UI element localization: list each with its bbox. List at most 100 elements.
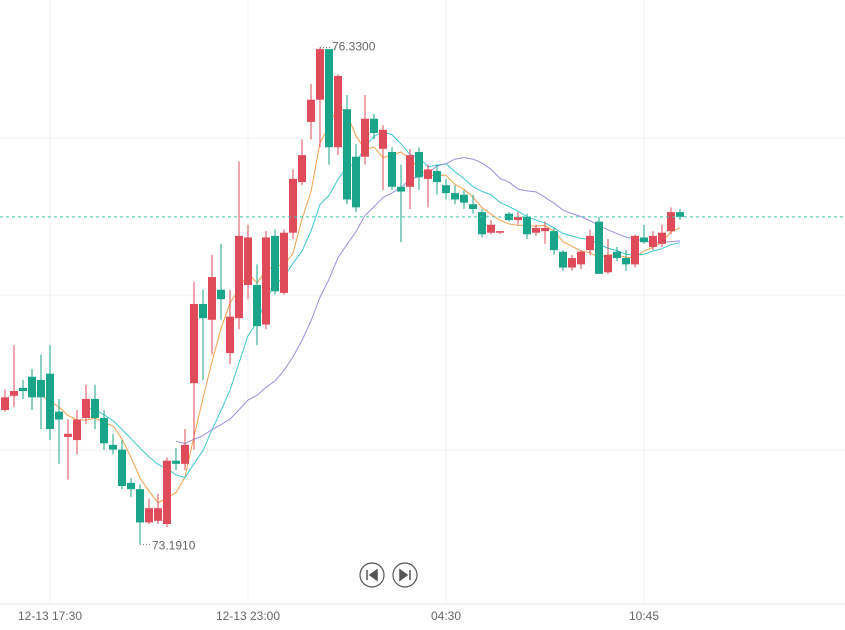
candle bbox=[199, 289, 207, 380]
candle bbox=[46, 345, 54, 441]
candle bbox=[91, 384, 99, 430]
x-tick-label: 04:30 bbox=[431, 609, 461, 623]
candle-body bbox=[577, 251, 585, 265]
candle-body bbox=[442, 185, 450, 194]
grid bbox=[0, 137, 845, 605]
high-label: 76.3300 bbox=[332, 40, 376, 54]
candle bbox=[361, 94, 369, 165]
candle bbox=[406, 148, 414, 209]
candle-body bbox=[361, 118, 369, 157]
candle bbox=[676, 208, 684, 221]
candle-body bbox=[586, 235, 594, 251]
candle bbox=[649, 231, 657, 251]
candle bbox=[262, 231, 270, 330]
candle bbox=[325, 49, 333, 165]
candle bbox=[289, 169, 297, 240]
candle bbox=[532, 224, 540, 236]
candle bbox=[118, 440, 126, 490]
candle bbox=[298, 139, 306, 186]
candle-body bbox=[46, 373, 54, 430]
candle-body bbox=[136, 489, 144, 523]
candle-body bbox=[154, 508, 162, 521]
candle bbox=[82, 384, 90, 425]
candle bbox=[172, 448, 180, 471]
candle-body bbox=[262, 237, 270, 325]
candle-body bbox=[10, 391, 18, 396]
candle-body bbox=[532, 227, 540, 233]
candle bbox=[154, 493, 162, 525]
candle bbox=[424, 164, 432, 208]
candle-body bbox=[244, 237, 252, 285]
candle bbox=[316, 47, 324, 148]
candle-body bbox=[298, 155, 306, 183]
candle bbox=[109, 433, 117, 455]
candle bbox=[226, 289, 234, 365]
candle bbox=[442, 178, 450, 200]
candle-body bbox=[658, 232, 666, 244]
moving-average-line bbox=[40, 104, 681, 504]
x-tick-label: 12-13 17:30 bbox=[18, 609, 82, 623]
candle bbox=[253, 264, 261, 346]
candle bbox=[307, 83, 315, 140]
candle bbox=[100, 410, 108, 450]
prev-button[interactable] bbox=[359, 562, 385, 588]
candle-body bbox=[379, 129, 387, 149]
candle-body bbox=[550, 231, 558, 251]
candle-body bbox=[469, 204, 477, 209]
candle-body bbox=[163, 460, 171, 525]
candle-body bbox=[406, 155, 414, 187]
candle-body bbox=[595, 221, 603, 274]
candle-body bbox=[289, 178, 297, 233]
candle bbox=[523, 213, 531, 240]
candle-body bbox=[82, 398, 90, 418]
candle bbox=[568, 254, 576, 271]
candle bbox=[163, 457, 171, 528]
candle bbox=[19, 379, 27, 399]
candle-body bbox=[568, 258, 576, 268]
candle-body bbox=[37, 379, 45, 398]
candle-body bbox=[631, 235, 639, 265]
candle-body bbox=[307, 99, 315, 122]
candle-body bbox=[541, 227, 549, 232]
candle-body bbox=[433, 170, 441, 183]
candle bbox=[235, 161, 243, 330]
candle-body bbox=[316, 49, 324, 100]
candle bbox=[127, 478, 135, 498]
candle-body bbox=[271, 235, 279, 292]
candle bbox=[271, 229, 279, 295]
candle bbox=[370, 113, 378, 140]
candle-body bbox=[388, 151, 396, 187]
x-tick-label: 10:45 bbox=[629, 609, 659, 623]
candle-body bbox=[127, 482, 135, 490]
candle-body bbox=[676, 212, 684, 217]
candle bbox=[1, 389, 9, 412]
candle bbox=[73, 410, 81, 455]
candle-body bbox=[343, 109, 351, 200]
candle bbox=[595, 216, 603, 274]
candle bbox=[64, 419, 72, 480]
candle-body bbox=[523, 216, 531, 235]
candle-body bbox=[667, 212, 675, 232]
candle-body bbox=[352, 156, 360, 208]
candle bbox=[541, 221, 549, 244]
candle bbox=[550, 227, 558, 255]
candle-body bbox=[514, 216, 522, 221]
candle bbox=[667, 207, 675, 235]
next-button[interactable] bbox=[392, 562, 418, 588]
candle bbox=[460, 189, 468, 209]
candle-body bbox=[235, 235, 243, 319]
candle-body bbox=[118, 449, 126, 487]
candle bbox=[28, 368, 36, 411]
candle bbox=[469, 194, 477, 214]
candle bbox=[190, 281, 198, 450]
candle-body bbox=[559, 251, 567, 268]
candle-body bbox=[19, 387, 27, 392]
candle-body bbox=[1, 397, 9, 411]
candle-body bbox=[100, 417, 108, 444]
candle bbox=[640, 224, 648, 244]
candle bbox=[55, 398, 63, 464]
candle bbox=[181, 429, 189, 471]
low-label: 73.1910 bbox=[152, 539, 196, 553]
candle bbox=[496, 231, 504, 235]
